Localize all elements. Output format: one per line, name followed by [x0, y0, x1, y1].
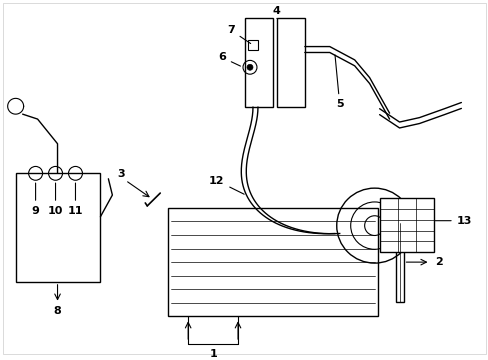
Text: 7: 7: [227, 25, 250, 44]
Bar: [244, 18, 272, 107]
Text: 13: 13: [434, 216, 471, 226]
Circle shape: [246, 64, 252, 70]
Bar: [247, 40, 258, 50]
Text: 11: 11: [68, 183, 83, 216]
Bar: [276, 18, 304, 107]
Bar: [168, 208, 377, 316]
Bar: [16, 173, 100, 282]
Text: 4: 4: [272, 5, 280, 18]
Bar: [379, 198, 433, 252]
Bar: [395, 223, 403, 302]
Text: 12: 12: [208, 176, 244, 194]
Text: 2: 2: [435, 257, 443, 267]
Text: 5: 5: [334, 55, 343, 109]
Text: 3: 3: [117, 169, 125, 179]
Text: 10: 10: [48, 183, 63, 216]
Text: 6: 6: [218, 53, 240, 66]
Text: 8: 8: [54, 306, 61, 316]
Text: 1: 1: [209, 349, 217, 359]
Text: 9: 9: [32, 183, 40, 216]
